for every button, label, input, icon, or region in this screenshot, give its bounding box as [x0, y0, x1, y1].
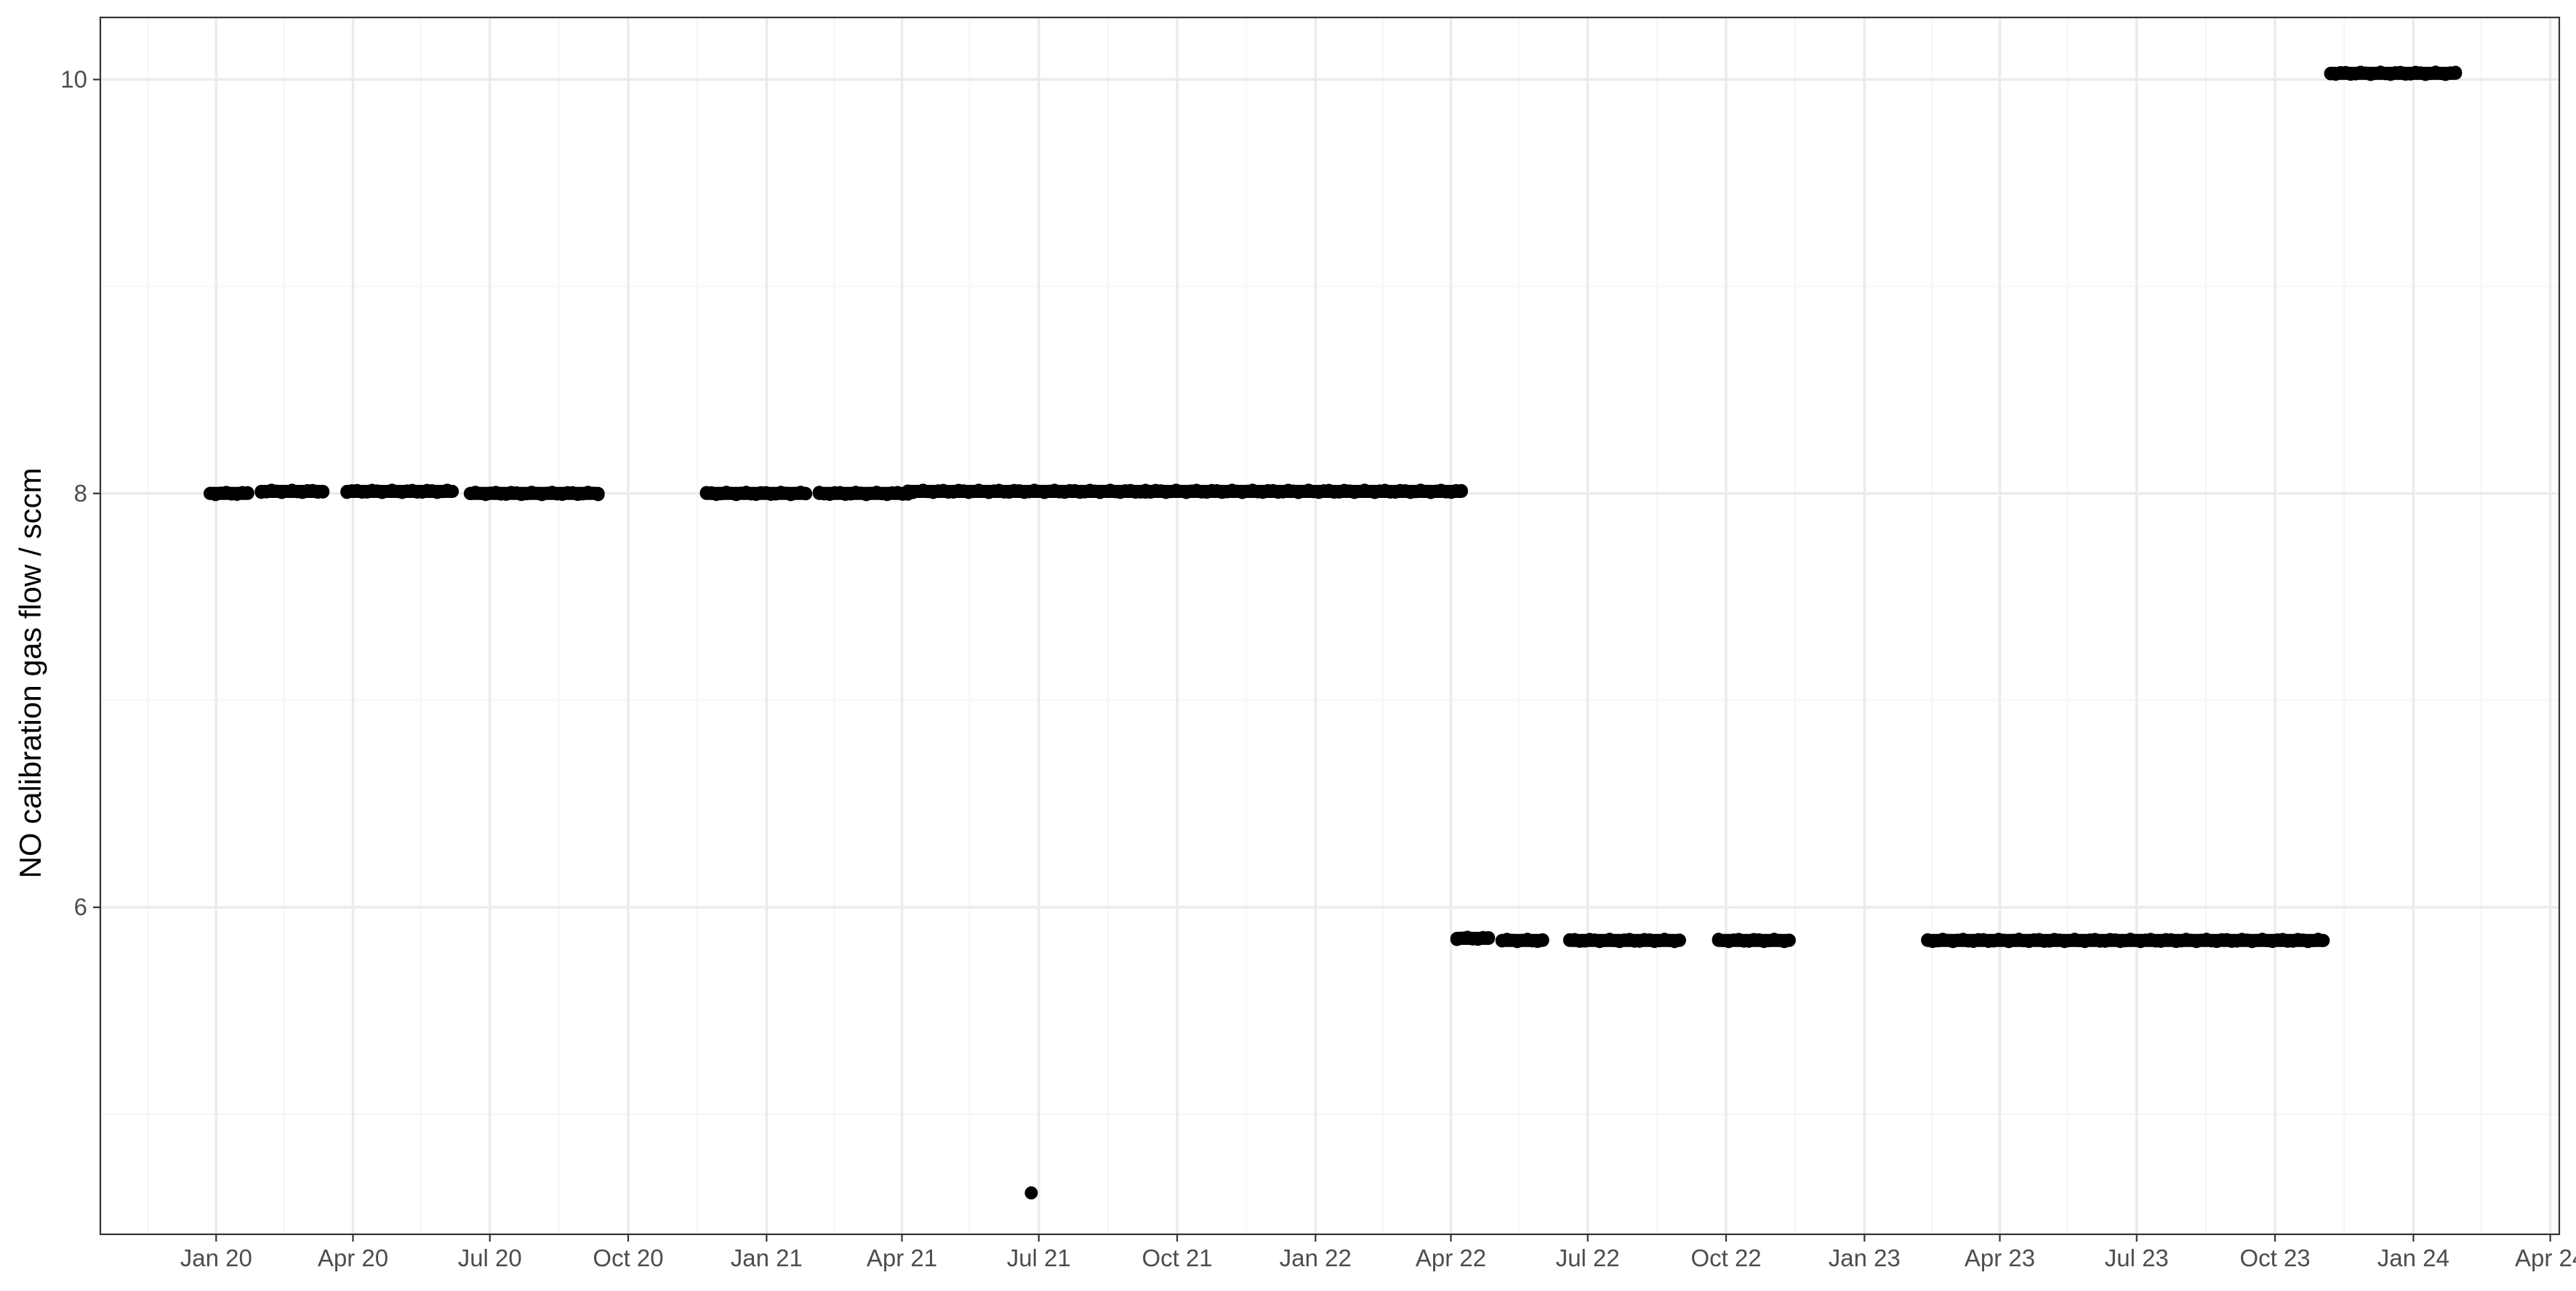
data-segment	[1139, 483, 1468, 499]
data-point	[1782, 933, 1796, 947]
x-tick-label: Oct 23	[2239, 1244, 2310, 1271]
x-tick-label: Apr 23	[1965, 1244, 2035, 1271]
x-axis: Jan 20 Apr 20 Jul 20 Oct 20 Jan 21 Apr 21 Jul …	[180, 1234, 2576, 1271]
data-segment	[1712, 933, 1796, 949]
y-tick-label: 8	[74, 480, 87, 507]
x-tick-label: Jan 21	[731, 1244, 803, 1271]
data-segment	[254, 483, 330, 499]
x-tick-label: Jul 22	[1556, 1244, 1620, 1271]
x-tick-label: Jan 22	[1280, 1244, 1352, 1271]
data-point	[1482, 930, 1496, 944]
y-tick-label: 10	[60, 65, 87, 92]
data-point	[2449, 65, 2463, 79]
y-tick-label: 6	[74, 893, 87, 920]
data-segment	[812, 486, 915, 502]
data-segment	[699, 486, 813, 502]
x-tick-label: Apr 21	[867, 1244, 937, 1271]
grid-lines	[100, 17, 2559, 1234]
data-segment	[1921, 933, 2330, 949]
x-tick-label: Oct 20	[593, 1244, 663, 1271]
data-segment	[204, 486, 254, 502]
data-point	[2316, 933, 2330, 947]
x-tick-label: Oct 22	[1690, 1244, 1761, 1271]
y-axis: 6 8 10	[60, 65, 100, 920]
data-point	[591, 488, 605, 502]
data-point	[1672, 933, 1686, 947]
data-point	[1454, 483, 1468, 497]
x-tick-label: Jan 23	[1829, 1244, 1901, 1271]
data-point	[446, 484, 460, 498]
panel-border	[99, 16, 2561, 1236]
x-tick-label: Apr 24	[2515, 1244, 2576, 1271]
data-segment	[1450, 930, 1496, 946]
data-segment	[1562, 933, 1686, 949]
x-tick-label: Oct 21	[1141, 1244, 1212, 1271]
data-segment	[463, 486, 605, 502]
x-tick-label: Jan 20	[180, 1244, 252, 1271]
data-segment	[340, 483, 460, 499]
x-tick-label: Jan 24	[2378, 1244, 2449, 1271]
data-point	[799, 487, 813, 501]
data-point	[241, 486, 254, 499]
data-point	[1536, 933, 1549, 946]
y-axis-title: NO calibration gas flow / sccm	[13, 468, 47, 879]
data-points	[204, 65, 2463, 1200]
x-tick-label: Apr 20	[318, 1244, 388, 1271]
x-tick-label: Jul 20	[458, 1244, 522, 1271]
data-segment	[1495, 933, 1549, 949]
data-point	[316, 485, 330, 499]
x-tick-label: Apr 22	[1416, 1244, 1486, 1271]
data-segment	[2324, 65, 2463, 81]
x-tick-label: Jul 21	[1007, 1244, 1071, 1271]
outlier-point	[1024, 1186, 1038, 1200]
data-segment	[901, 483, 1152, 499]
x-tick-label: Jul 23	[2105, 1244, 2169, 1271]
